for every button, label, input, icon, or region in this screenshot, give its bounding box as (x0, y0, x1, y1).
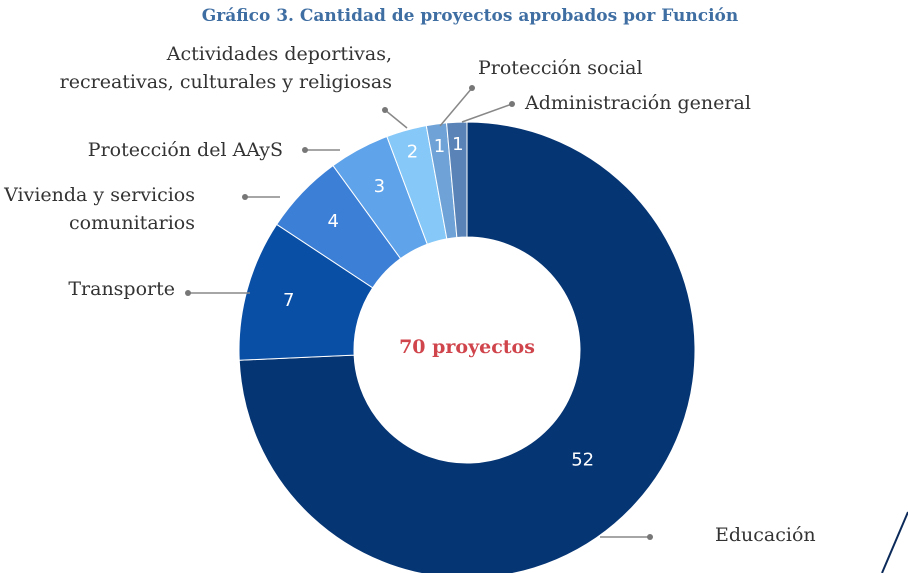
leader-dot (302, 147, 308, 153)
leader-dot (509, 101, 515, 107)
decoration (881, 511, 908, 573)
category-label: Vivienda y servicios comunitarios (4, 184, 195, 234)
chart-title: Gráfico 3. Cantidad de proyectos aprobad… (201, 6, 739, 26)
data-label: 3 (374, 176, 385, 197)
leader-dot (469, 85, 475, 91)
category-label: Administración general (525, 92, 751, 114)
center-label: 70 proyectos (399, 336, 535, 358)
leader-line (384, 109, 408, 129)
data-label: 1 (434, 136, 445, 157)
leader-dot (242, 194, 248, 200)
data-label: 2 (407, 141, 418, 162)
data-label: 7 (283, 290, 294, 311)
category-label: Educación (715, 524, 816, 546)
leader-line (461, 103, 513, 123)
category-label: Transporte (68, 278, 175, 300)
data-label: 1 (452, 134, 463, 155)
category-label: Protección social (478, 57, 643, 79)
donut-segment (238, 121, 696, 573)
category-label: Protección del AAyS (87, 139, 283, 161)
leader-dot (382, 107, 388, 113)
data-label: 52 (571, 450, 594, 471)
category-label: Actividades deportivas, recreativas, cul… (59, 43, 392, 93)
leader-dot (185, 290, 191, 296)
leader-dot (647, 534, 653, 540)
data-label: 4 (328, 211, 339, 232)
leader-line (439, 87, 473, 127)
donut-segment (446, 121, 468, 238)
